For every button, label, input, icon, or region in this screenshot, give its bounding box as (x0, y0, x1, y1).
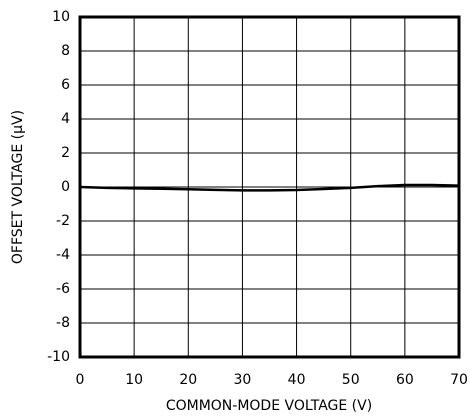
x-tick-label: 0 (76, 372, 85, 388)
y-tick-label: 0 (61, 179, 70, 195)
x-tick-label: 70 (450, 372, 468, 388)
y-tick-label: -4 (56, 247, 70, 263)
y-tick-label: 10 (52, 9, 70, 25)
y-tick-label: 6 (61, 77, 70, 93)
x-tick-label: 60 (396, 372, 414, 388)
y-tick-label: 2 (61, 145, 70, 161)
data-line (79, 183, 460, 192)
y-tick-label: 4 (61, 111, 70, 127)
x-axis-label: COMMON-MODE VOLTAGE (V) (166, 398, 372, 414)
y-tick-label: 8 (61, 43, 70, 59)
y-axis-label: OFFSET VOLTAGE (µV) (10, 110, 26, 264)
x-tick-label: 10 (125, 372, 143, 388)
y-tick-label: -2 (56, 213, 70, 229)
x-tick-label: 30 (234, 372, 252, 388)
x-tick-label: 50 (342, 372, 360, 388)
y-tick-label: -8 (56, 315, 70, 331)
y-tick-label: -10 (47, 349, 70, 365)
x-tick-label: 40 (288, 372, 306, 388)
y-tick-label: -6 (56, 281, 70, 297)
x-tick-label: 20 (179, 372, 197, 388)
